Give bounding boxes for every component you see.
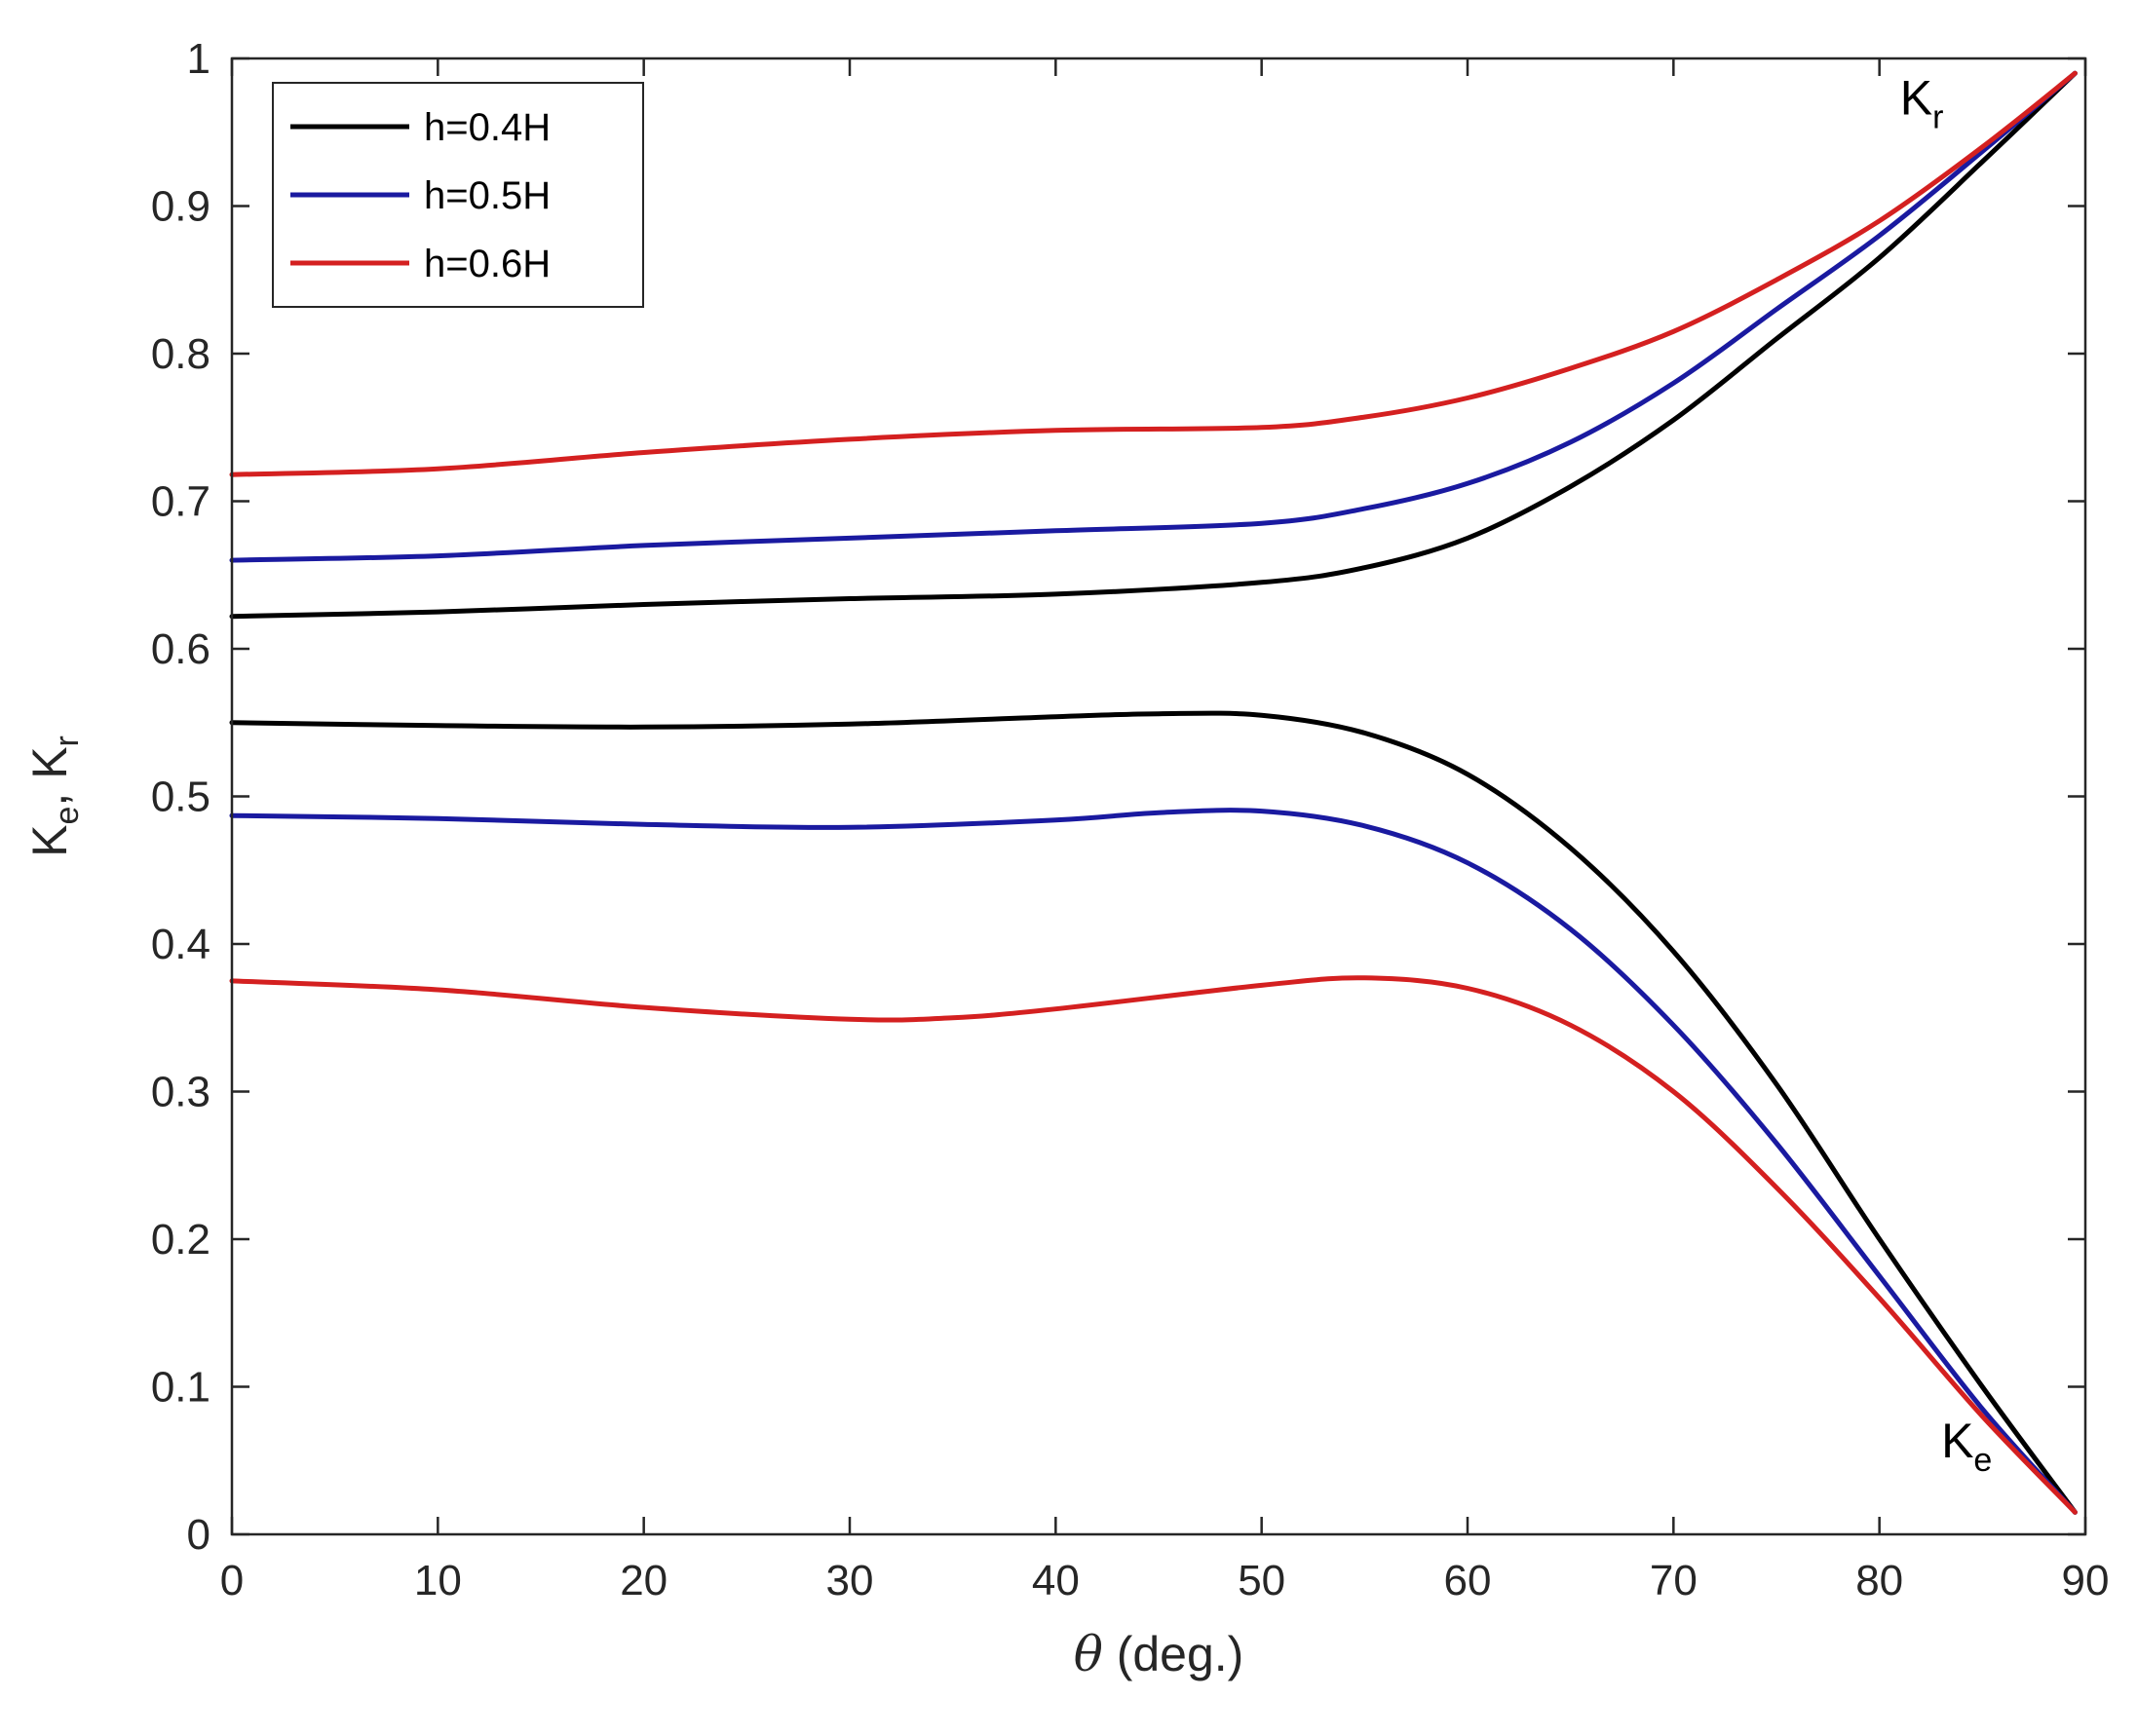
annotation-base: K [1941, 1414, 1973, 1468]
annotation-sub: e [1973, 1442, 1992, 1479]
y-axis-label: Ke, Kr [22, 736, 86, 857]
y-tick-label: 0.9 [151, 183, 210, 231]
x-tick-label: 60 [1444, 1557, 1492, 1604]
y-tick-label: 0.4 [151, 921, 210, 968]
x-tick-label: 20 [620, 1557, 668, 1604]
legend-label: h=0.4H [424, 106, 551, 149]
y-tick-label: 0.6 [151, 625, 210, 673]
annotation-ke: Ke [1941, 1414, 1992, 1479]
x-axis-label-symbol: θ [1074, 1626, 1103, 1682]
annotation-base: K [1900, 71, 1932, 126]
x-tick-label: 40 [1032, 1557, 1080, 1604]
y-tick-label: 0 [187, 1511, 210, 1559]
series-line-kr-h-0-6h [229, 70, 2078, 477]
x-tick-label: 80 [1855, 1557, 1903, 1604]
annotation-kr: Kr [1900, 71, 1944, 136]
y-axis-label-k2: , K [22, 746, 77, 806]
axis-ticks [230, 57, 2087, 1536]
series-line-ke-h-0-5h [229, 808, 2078, 1515]
x-axis-label-unit: (deg.) [1103, 1627, 1244, 1681]
y-axis-label-sub-r: r [49, 736, 86, 746]
y-tick-label: 0.5 [151, 774, 210, 821]
series-line-kr-h-0-4h [229, 70, 2078, 620]
series-line-kr-h-0-5h [229, 70, 2078, 563]
annotation-sub: r [1932, 99, 1943, 136]
x-tick-label: 30 [826, 1557, 874, 1604]
x-tick-label: 0 [220, 1557, 244, 1604]
series-lines [229, 70, 2078, 1515]
x-tick-label: 70 [1650, 1557, 1698, 1604]
series-line-ke-h-0-6h [229, 975, 2078, 1515]
x-axis-label: θ (deg.) [1074, 1626, 1244, 1682]
legend: h=0.4H h=0.5H h=0.6H [272, 82, 644, 308]
y-axis-label-sub-e: e [49, 807, 86, 825]
y-tick-label: 0.3 [151, 1069, 210, 1116]
y-tick-label: 0.1 [151, 1364, 210, 1412]
y-tick-label: 1 [187, 35, 210, 83]
x-tick-label: 10 [414, 1557, 462, 1604]
x-tick-label: 90 [2062, 1557, 2110, 1604]
y-tick-label: 0.8 [151, 330, 210, 378]
y-tick-label: 0.2 [151, 1216, 210, 1264]
y-tick-label: 0.7 [151, 478, 210, 526]
series-line-ke-h-0-4h [229, 710, 2078, 1515]
tick-labels: 0 10 20 30 40 50 60 70 80 90 0 0.1 0.2 0.3 0.4 0.5 0.6 0.… [151, 35, 2110, 1604]
y-axis-label-k1: K [22, 825, 77, 857]
legend-label: h=0.5H [424, 174, 551, 217]
x-tick-label: 50 [1238, 1557, 1285, 1604]
legend-label: h=0.6H [424, 243, 551, 285]
